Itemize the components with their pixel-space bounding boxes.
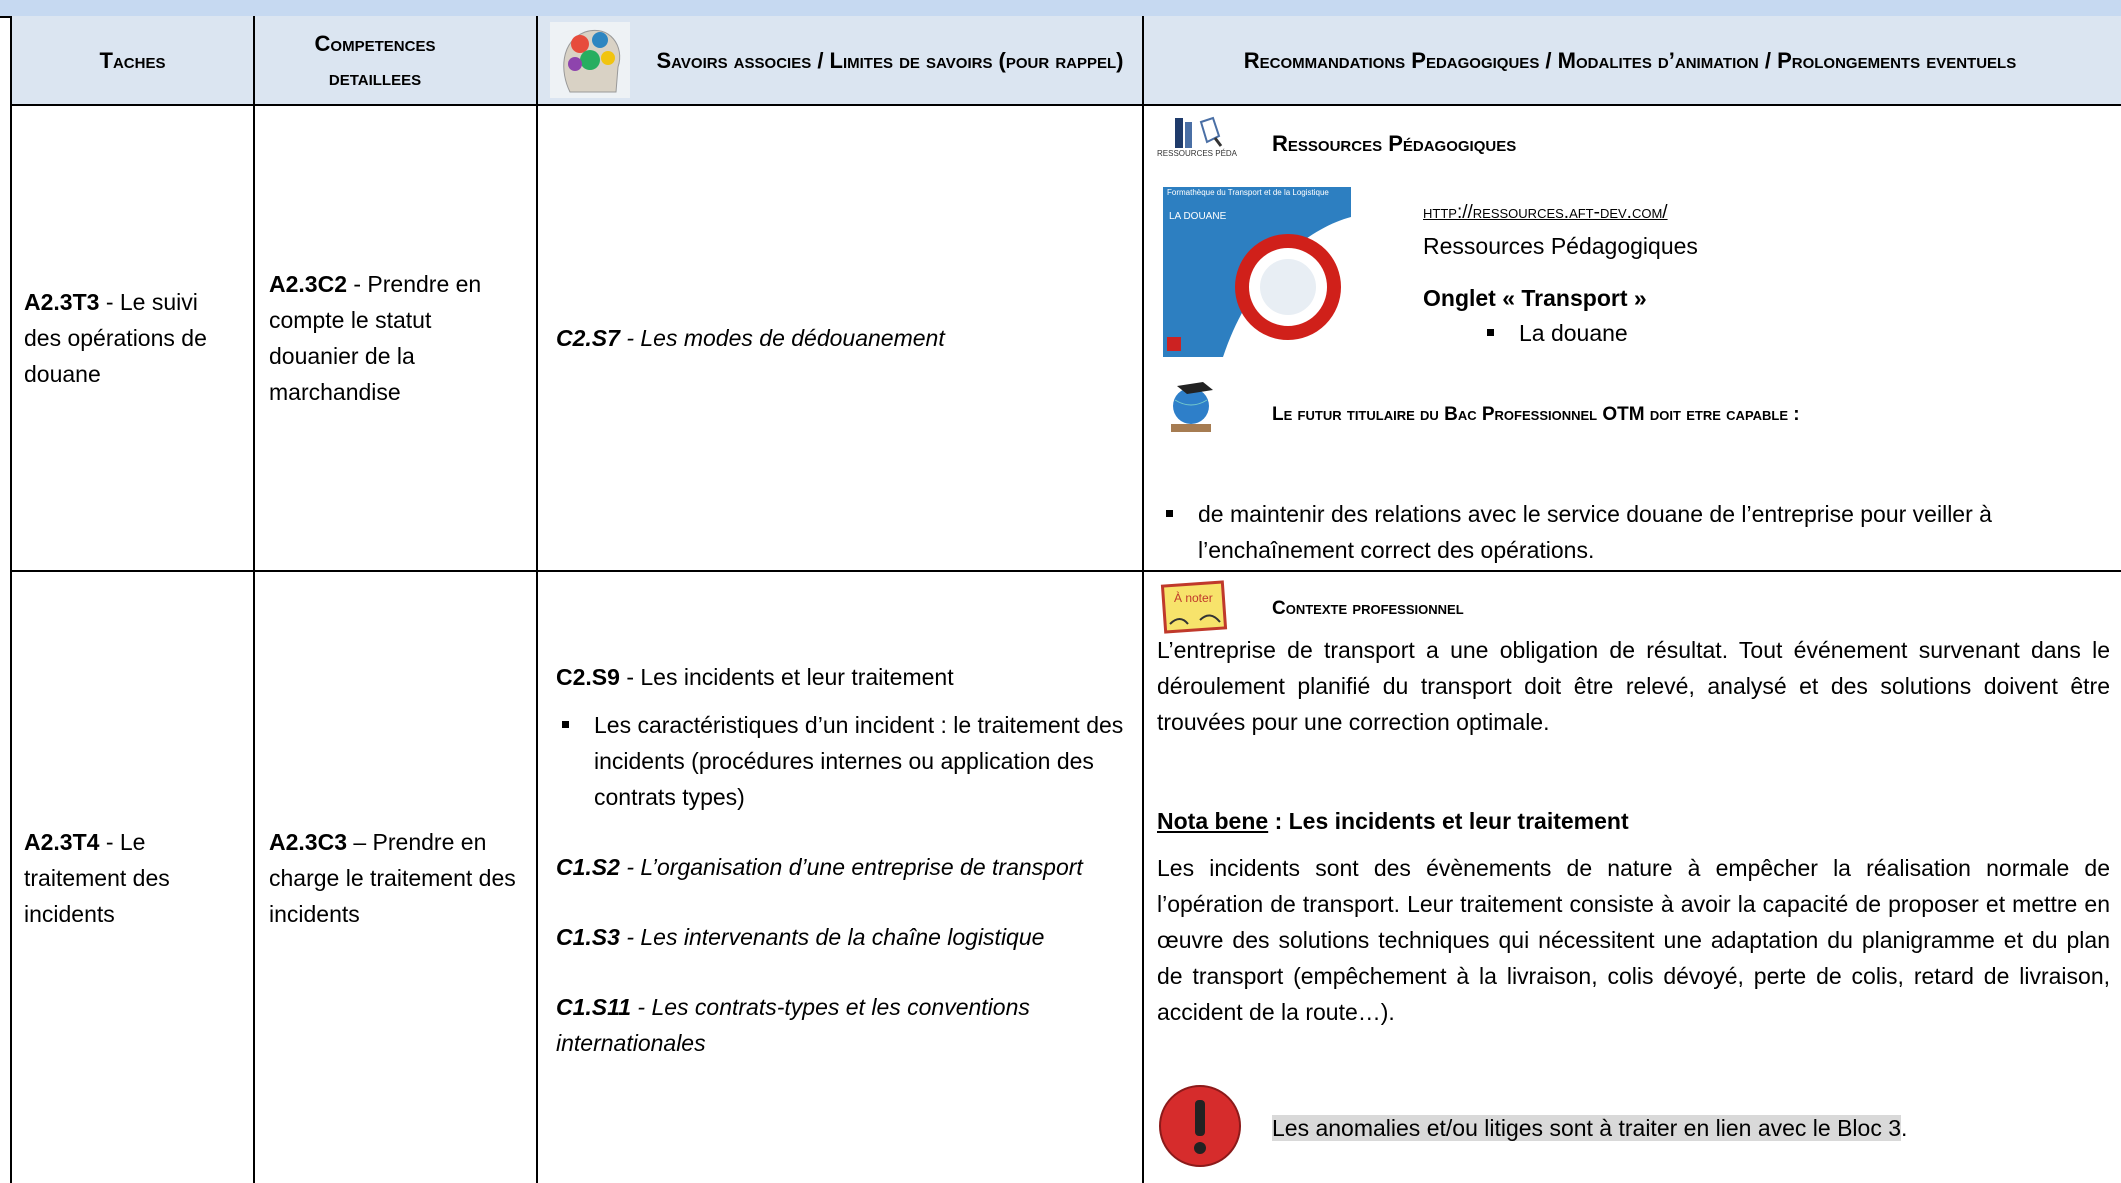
border (10, 104, 2121, 106)
header-text: Recommandations Pedagogiques / Modalites… (1243, 47, 2017, 73)
savoir-text: - Les modes de dédouanement (619, 325, 945, 351)
competence-code: A2.3C3 (269, 828, 347, 855)
border (1142, 16, 1144, 1183)
competence-cell: A2.3C3 – Prendre en charge le traitement… (255, 572, 536, 1183)
savoir-text: - Les incidents et leur traitement (619, 664, 954, 690)
brain-icon (550, 22, 630, 98)
warning-icon (1159, 1085, 1241, 1167)
task-code: A2.3T4 (24, 828, 100, 855)
resources-name: Ressources Pédagogiques (1423, 233, 1698, 259)
header-cell: Recommandations Pedagogiques / Modalites… (1230, 16, 2030, 105)
tab-item: La douane (1481, 315, 1819, 351)
sticker-icon: À noter (1160, 580, 1228, 634)
savoir-code: C1.S11 (556, 994, 632, 1020)
task-text: - Le traitement des incidents (24, 828, 170, 927)
competence-text: - Prendre en compte le statut douanier d… (269, 271, 482, 405)
competence-text: – Prendre en charge le traitement des in… (269, 828, 516, 927)
sticker-label: À noter (1174, 590, 1213, 605)
savoir-code: C2.S9 (556, 664, 620, 690)
savoir-item: Les caractéristiques d’un incident : le … (556, 707, 1131, 815)
savoir-code: C1.S3 (556, 924, 620, 950)
competence-code: A2.3C2 (269, 271, 347, 297)
savoir-code: C1.S2 (556, 854, 620, 880)
warning-text: Les anomalies et/ou litiges sont à trait… (1272, 1115, 1902, 1141)
thumbnail: Formathèque du Transport et de la Logist… (1163, 187, 1351, 357)
header-text: Savoirs associes / Limites de savoirs (p… (656, 47, 1124, 73)
capable-item: de maintenir des relations avec le servi… (1160, 496, 2121, 568)
tab-name: Onglet « Transport » (1423, 285, 1647, 311)
resources-heading: Ressources Pédagogiques (1272, 131, 1517, 156)
border (536, 16, 538, 1183)
resources-icon: Ressources Pédagogiques (1157, 116, 1237, 158)
header-row (11, 16, 2121, 105)
task-code: A2.3T3 (24, 289, 100, 315)
graduate-icon (1171, 382, 1213, 432)
savoir-code: C2.S7 (556, 325, 620, 351)
task-cell: A2.3T4 - Le traitement des incidents (12, 572, 253, 1183)
resource-link[interactable]: http://ressources.aft-dev.com/ (1423, 202, 1668, 223)
border (10, 16, 12, 1183)
task-text: - Le suivi des opérations de douane (24, 289, 207, 387)
competence-cell: A2.3C2 - Prendre en compte le statut dou… (255, 106, 536, 570)
context-text: L’entreprise de transport a une obligati… (1157, 637, 2110, 735)
savoirs-cell: C2.S7 - Les modes de dédouanement (538, 106, 1142, 570)
border (10, 570, 2121, 572)
nota-title: : Les incidents et leur traitement (1268, 808, 1629, 834)
thumbnail-label: LA DOUANE (1169, 211, 1227, 222)
header-cell: Savoirs associes / Limites de savoirs (p… (640, 16, 1140, 105)
task-cell: A2.3T3 - Le suivi des opérations de doua… (12, 106, 253, 570)
thumbnail-title: Formathèque du Transport et de la Logist… (1167, 188, 1329, 197)
header-text: Competences detaillees (314, 30, 436, 90)
border (253, 16, 255, 1183)
header-cell: Taches (11, 16, 254, 105)
nota-label: Nota bene (1157, 808, 1269, 834)
savoir-text: - Les contrats-types et les conventions … (556, 994, 1030, 1056)
nota-text: Les incidents sont des évènements de nat… (1157, 855, 2110, 1025)
savoir-text: - L’organisation d’une entreprise de tra… (619, 854, 1083, 880)
capable-heading: Le futur titulaire du Bac Professionnel … (1272, 404, 1800, 425)
warning-end: . (1901, 1115, 1908, 1141)
header-text: Taches (99, 47, 166, 73)
context-heading: Contexte professionnel (1272, 598, 1464, 619)
savoir-text: - Les intervenants de la chaîne logistiq… (619, 924, 1045, 950)
savoirs-cell: C2.S9 - Les incidents et leur traitement… (556, 659, 1131, 1061)
icon-label: Ressources Pédagogiques (1157, 149, 1237, 158)
header-cell: Competences detaillees (290, 16, 460, 105)
